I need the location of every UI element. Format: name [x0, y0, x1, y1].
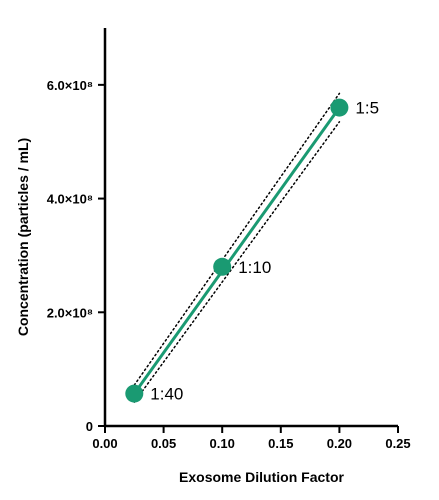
x-tick-label: 0.00: [92, 436, 117, 451]
point-label: 1:5: [355, 99, 379, 118]
point-label: 1:10: [238, 258, 271, 277]
confidence-band-upper: [133, 92, 341, 386]
y-tick-label: 4.0×10⁸: [47, 192, 93, 207]
confidence-band-lower: [133, 121, 341, 403]
x-tick-label: 0.05: [151, 436, 176, 451]
data-point: [213, 257, 232, 276]
x-tick-label: 0.15: [268, 436, 293, 451]
x-tick-label: 0.20: [327, 436, 352, 451]
axes: 0.00 0.05 0.10 0.15 0.20 0.25 0 2.0×10⁸ 4.0×10⁸ 6…: [47, 28, 411, 451]
y-tick-label: 0: [86, 419, 93, 434]
fit-line: [133, 106, 341, 395]
point-label: 1:40: [150, 385, 183, 404]
data-points: 1:40 1:10 1:5: [125, 98, 379, 404]
x-axis-title: Exosome Dilution Factor: [179, 469, 344, 485]
data-point: [125, 384, 144, 403]
y-axis-title: Concentration (particles / mL): [15, 138, 31, 336]
x-tick-label: 0.10: [210, 436, 235, 451]
y-tick-label: 6.0×10⁸: [47, 78, 93, 93]
y-tick-label: 2.0×10⁸: [47, 305, 93, 320]
fit-line-group: [133, 106, 341, 395]
x-tick-label: 0.25: [385, 436, 410, 451]
data-point: [330, 98, 349, 117]
confidence-band: [133, 92, 341, 403]
